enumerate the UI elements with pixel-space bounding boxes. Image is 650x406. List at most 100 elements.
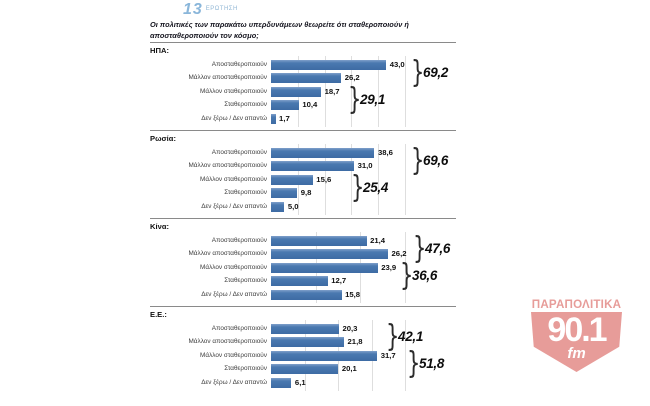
category-label: Σταθεροποιούν — [224, 277, 267, 285]
group-brace: } — [413, 231, 427, 266]
category-label: Μάλλον αποσταθεροποιούν — [188, 338, 267, 346]
category-label: Δεν ξέρω / Δεν απαντώ — [201, 378, 267, 386]
axis-gridline — [351, 144, 353, 215]
bar-value-label: 26,2 — [344, 73, 360, 83]
bar-value-label: 31,7 — [380, 350, 396, 360]
bar-value-label: 15,6 — [316, 174, 332, 184]
section-divider-line — [150, 130, 456, 131]
bar-value-label: 31,0 — [357, 161, 373, 171]
section-divider-line — [150, 42, 456, 43]
group-brace: } — [348, 82, 362, 117]
chart-section: ΗΠΑ: Αποσταθεροποιούν 43,0 Μάλλον αποσταθερ… — [148, 42, 464, 130]
group-total-value: 25,4 — [363, 180, 389, 195]
category-label: Αποσταθεροποιούν — [211, 325, 267, 332]
bar — [271, 201, 285, 212]
chart-section: Ρωσία: Αποσταθεροποιούν 38,6 Μάλλον αποσταθ… — [148, 130, 464, 218]
section-title: Ρωσία: — [150, 133, 176, 143]
bar-value-label: 15,8 — [345, 289, 361, 299]
section-title: Κίνα: — [150, 221, 170, 231]
axis-gridline — [405, 232, 406, 303]
category-label: Μάλλον αποσταθεροποιούν — [188, 74, 267, 82]
group-total-value: 36,6 — [412, 268, 438, 283]
bar — [271, 276, 328, 287]
section-title: Ε.Ε.: — [150, 309, 167, 319]
radio-station-logo: ΠΑΡΑΠΟΛΙΤΙΚΑ 90.1 fm — [526, 298, 627, 372]
section-divider-line — [150, 218, 456, 219]
bar-value-label: 12,7 — [331, 276, 347, 286]
bar — [271, 86, 322, 97]
bar — [271, 324, 339, 334]
logo-brand-text: ΠΑΡΑΠΟΛΙΤΙΚΑ — [531, 298, 622, 311]
group-brace: } — [386, 319, 400, 354]
bar-value-label: 20,1 — [341, 364, 357, 374]
chart-section: Ε.Ε.: Αποσταθεροποιούν 20,3 Μάλλον αποσταθε… — [148, 306, 464, 394]
group-total-value: 69,6 — [423, 153, 449, 168]
group-brace: } — [411, 143, 425, 178]
question-text: Οι πολιτικές των παρακάτω υπερδυνάμεων θ… — [150, 20, 409, 41]
category-label: Μάλλον σταθεροποιούν — [200, 87, 267, 95]
axis-gridline — [405, 320, 406, 391]
bar — [271, 262, 378, 273]
bar — [271, 113, 276, 124]
bar-value-label: 21,4 — [370, 236, 386, 245]
logo-shield-badge: 90.1 fm — [531, 312, 622, 372]
logo-fm-label: fm — [567, 345, 586, 362]
bar — [271, 60, 387, 70]
category-label: Αποσταθεροποιούν — [211, 237, 267, 244]
figure-caption: ΕΡΩΤΗΣΗ — [205, 6, 238, 12]
bar-value-label: 6,1 — [294, 377, 306, 387]
group-brace: } — [407, 346, 421, 381]
bar — [271, 249, 389, 260]
chart-section: Κίνα: Αποσταθεροποιούν 21,4 Μάλλον αποσταθε… — [148, 218, 464, 306]
bar — [271, 161, 355, 172]
logo-frequency: 90.1 — [547, 311, 607, 349]
category-label: Αποσταθεροποιούν — [211, 61, 267, 68]
group-brace: } — [411, 55, 425, 90]
bar-value-label: 26,2 — [391, 249, 407, 259]
category-label: Σταθεροποιούν — [224, 189, 267, 197]
group-total-value: 51,8 — [419, 356, 445, 371]
bar — [271, 148, 375, 158]
group-total-value: 69,2 — [423, 65, 449, 80]
bar — [271, 377, 292, 388]
category-label: Σταθεροποιούν — [224, 101, 267, 109]
bar-value-label: 23,9 — [381, 262, 397, 272]
category-label: Μάλλον σταθεροποιούν — [200, 175, 267, 183]
category-label: Μάλλον αποσταθεροποιούν — [188, 250, 267, 258]
axis-gridline — [324, 144, 326, 215]
bar — [271, 188, 298, 199]
category-label: Δεν ξέρω / Δεν απαντώ — [201, 290, 267, 298]
group-total-value: 29,1 — [360, 92, 386, 107]
bar-value-label: 1,7 — [279, 113, 290, 123]
bar-value-label: 18,7 — [324, 86, 340, 96]
bar-value-label: 38,6 — [377, 148, 393, 157]
category-label: Αποσταθεροποιούν — [211, 149, 267, 156]
bar — [271, 174, 313, 185]
axis-gridline — [324, 56, 326, 127]
category-label: Δεν ξέρω / Δεν απαντώ — [201, 114, 267, 122]
axis-gridline — [378, 56, 380, 127]
bar — [271, 364, 339, 375]
category-label: Σταθεροποιούν — [224, 365, 267, 373]
category-label: Μάλλον σταθεροποιούν — [200, 351, 267, 359]
bar-value-label: 20,3 — [342, 324, 358, 333]
bar-value-label: 21,8 — [347, 337, 363, 347]
axis-gridline — [405, 144, 406, 215]
bar — [271, 73, 342, 84]
category-label: Δεν ξέρω / Δεν απαντώ — [201, 202, 267, 210]
group-total-value: 47,6 — [425, 241, 451, 256]
section-divider-line — [150, 306, 456, 307]
category-label: Μάλλον σταθεροποιούν — [200, 263, 267, 271]
figure-header: 13 ΕΡΩΤΗΣΗ — [183, 1, 238, 19]
group-brace: } — [351, 170, 365, 205]
bar — [271, 350, 378, 361]
bar-value-label: 10,4 — [302, 100, 318, 110]
figure-number: 13 — [183, 1, 203, 18]
section-title: ΗΠΑ: — [150, 45, 169, 55]
bar-value-label: 5,0 — [287, 201, 299, 211]
bar — [271, 337, 345, 348]
axis-gridline — [351, 56, 353, 127]
bar — [271, 236, 367, 246]
bar — [271, 100, 299, 111]
